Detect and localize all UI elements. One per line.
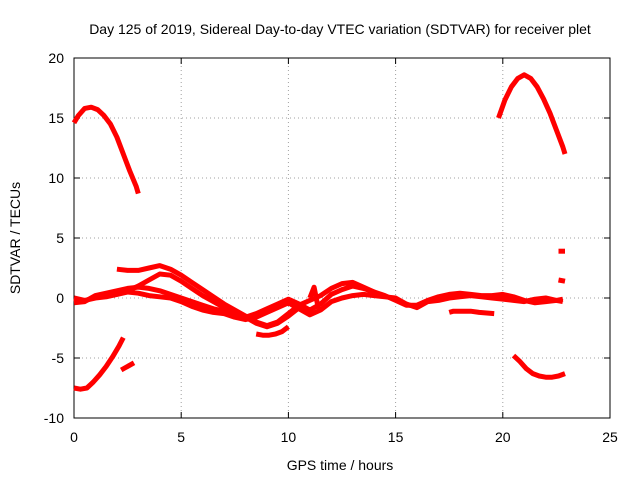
series-tail-segment <box>448 308 495 317</box>
series-bump-lower <box>116 271 301 330</box>
chart-title: Day 125 of 2019, Sidereal Day-to-day VTE… <box>89 21 591 37</box>
x-tick-label: 0 <box>70 429 78 445</box>
series-arc-high-start <box>71 104 141 195</box>
series-arc-low-start-b <box>119 360 136 373</box>
x-tick-label: 5 <box>177 429 185 445</box>
x-tick-label: 15 <box>388 429 404 445</box>
y-tick-label: -10 <box>44 410 64 426</box>
x-tick-label: 10 <box>281 429 297 445</box>
series-arc-low-start <box>73 336 126 392</box>
y-axis-label: SDTVAR / TECUs <box>7 182 23 294</box>
y-tick-label: -5 <box>52 350 65 366</box>
series-baseline-b <box>73 283 564 320</box>
series-dip-segment <box>255 324 290 338</box>
y-tick-label: 5 <box>56 230 64 246</box>
x-axis-label: GPS time / hours <box>287 457 394 473</box>
series-arc-low-end <box>511 353 566 380</box>
y-tick-label: 15 <box>48 110 64 126</box>
axis-ticks <box>73 57 611 419</box>
series-end-marker-low <box>558 277 566 284</box>
y-tick-label: 20 <box>48 50 64 66</box>
series-arc-high-end <box>496 72 568 155</box>
tick-labels: 0 5 10 15 20 25 -10 -5 0 5 10 15 20 <box>44 50 618 445</box>
x-tick-label: 25 <box>602 429 618 445</box>
y-tick-label: 0 <box>56 290 64 306</box>
data-series <box>71 72 568 392</box>
x-tick-label: 20 <box>495 429 511 445</box>
y-tick-label: 10 <box>48 170 64 186</box>
series-spike-segment <box>307 284 321 310</box>
